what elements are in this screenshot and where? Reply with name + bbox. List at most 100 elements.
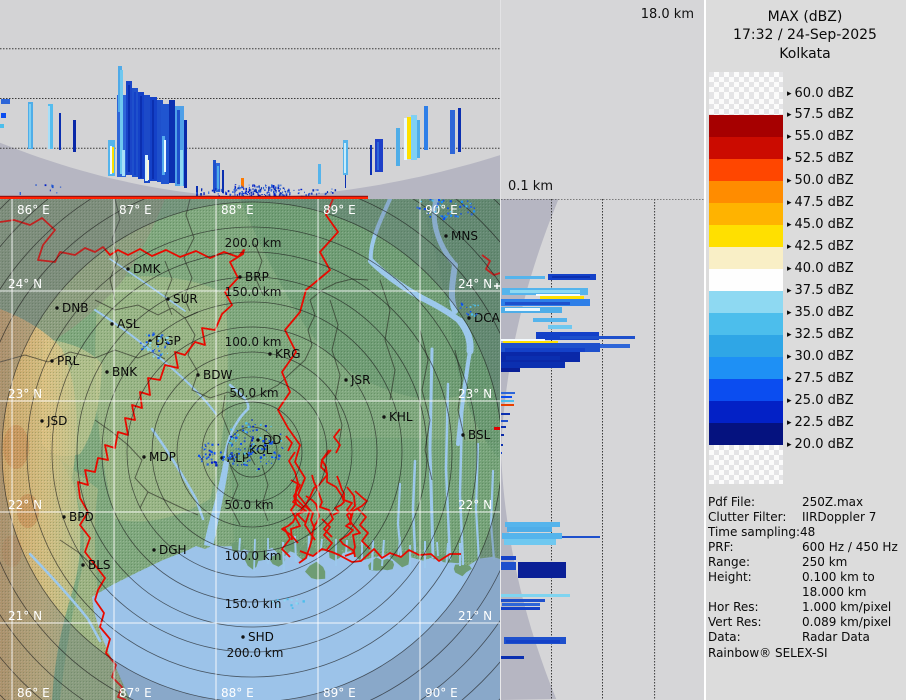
scale-tick-arrow: ▸	[787, 329, 792, 340]
clutter-speck	[282, 194, 284, 196]
map-echo-speck	[416, 206, 419, 209]
map-echo-speck	[440, 215, 442, 217]
map-echo-speck	[274, 457, 276, 459]
scale-tick-arrow: ▸	[787, 198, 792, 209]
clutter-speck	[305, 194, 307, 197]
map-echo-speck	[167, 340, 169, 342]
clutter-speck	[265, 184, 266, 187]
map-echo-speck	[238, 452, 240, 455]
clutter-speck	[256, 186, 258, 188]
map-echo-speck	[423, 208, 426, 211]
clutter-speck	[252, 194, 254, 196]
map-echo-speck	[444, 216, 447, 219]
echo-bar	[502, 603, 540, 606]
echo-bar	[110, 146, 112, 174]
clutter-speck	[203, 192, 205, 196]
map-echo-speck	[459, 205, 462, 208]
scale-band-40.0	[709, 247, 783, 270]
info-label: Clutter Filter:	[708, 510, 787, 524]
map-echo-speck	[457, 215, 459, 218]
clutter-speck	[281, 194, 283, 198]
scale-band-25.0	[709, 378, 783, 401]
city-dot-JSR	[344, 378, 348, 382]
map-echo-speck	[209, 450, 212, 453]
scale-band-30.0	[709, 334, 783, 357]
clutter-speck	[242, 194, 245, 197]
clutter-speck	[274, 186, 277, 190]
clutter-speck	[288, 188, 290, 192]
map-echo-speck	[235, 448, 237, 450]
city-dot-ASL	[110, 322, 114, 326]
info-value: 0.089 km/pixel	[802, 615, 892, 629]
range-ring-50km	[201, 401, 303, 503]
map-echo-speck	[269, 442, 271, 445]
clutter-speck	[331, 188, 333, 190]
map-echo-speck	[259, 456, 263, 459]
clutter-speck	[248, 188, 251, 192]
echo-bar	[501, 396, 512, 398]
map-echo-speck	[473, 315, 476, 317]
map-echo-speck	[256, 470, 258, 472]
city-label-SHD: SHD	[248, 630, 274, 644]
map-echo-speck	[235, 440, 237, 442]
clutter-speck	[253, 184, 255, 186]
echo-bar	[318, 164, 321, 184]
clutter-speck	[279, 188, 281, 191]
map-echo-speck	[150, 347, 152, 349]
clutter-speck	[258, 189, 260, 192]
map-echo-speck	[255, 428, 258, 431]
map-echo-speck	[260, 461, 262, 463]
clutter-speck	[266, 191, 268, 195]
scale-tick-arrow: ▸	[787, 307, 792, 318]
echo-bar	[506, 640, 560, 643]
map-echo-speck	[210, 461, 214, 464]
clutter-speck	[298, 192, 300, 195]
echo-bar	[501, 343, 600, 352]
scale-label: ▸ 35.0 dBZ	[787, 304, 854, 320]
echo-bar	[213, 160, 216, 191]
city-dot-BRP	[238, 275, 242, 279]
scale-tick-arrow: ▸	[787, 132, 792, 143]
map-echo-speck	[248, 425, 251, 428]
scale-label: ▸ 25.0 dBZ	[787, 392, 854, 408]
map-echo-speck	[290, 599, 293, 601]
echo-bar	[540, 296, 584, 299]
city-label-BPD: BPD	[69, 510, 94, 524]
echo-bar	[144, 95, 150, 183]
echo-bar	[501, 392, 515, 394]
map-echo-speck	[203, 448, 206, 451]
echo-bar	[184, 120, 187, 188]
map-echo-speck	[252, 425, 254, 428]
map-echo-speck	[450, 214, 453, 217]
map-echo-speck	[210, 451, 213, 454]
echo-bar	[505, 276, 545, 279]
clutter-speck	[51, 185, 54, 189]
echo-bar	[140, 96, 142, 178]
map-echo-speck	[250, 447, 252, 449]
map-echo-speck	[237, 448, 240, 450]
map-echo-speck	[270, 442, 273, 445]
clutter-speck	[211, 189, 214, 192]
corner-panel: 18.0 km 0.1 km	[500, 0, 707, 199]
map-echo-speck	[259, 436, 262, 440]
map-echo-speck	[235, 456, 237, 458]
map-echo-speck	[247, 451, 251, 454]
clutter-speck	[222, 193, 224, 195]
scale-label: ▸ 45.0 dBZ	[787, 217, 854, 233]
map-echo-speck	[142, 345, 145, 348]
clutter-speck	[250, 191, 252, 194]
clutter-speck	[259, 186, 260, 189]
map-echo-speck	[241, 464, 243, 466]
clutter-speck	[312, 189, 315, 192]
map-echo-speck	[467, 211, 469, 214]
info-value: 250 km	[802, 555, 848, 569]
clutter-speck	[318, 192, 320, 194]
city-label-JSR: JSR	[350, 373, 371, 387]
clutter-speck	[317, 189, 319, 191]
city-label-KRG: KRG	[275, 347, 301, 361]
legend-datetime: 17:32 / 24-Sep-2025	[733, 27, 877, 43]
map-echo-speck	[166, 352, 169, 355]
map-echo-speck	[270, 462, 273, 464]
scale-tick-arrow: ▸	[787, 439, 792, 450]
